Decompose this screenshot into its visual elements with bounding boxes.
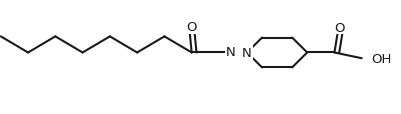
Text: N: N (226, 45, 236, 58)
Text: OH: OH (372, 52, 392, 65)
Text: N: N (242, 47, 252, 60)
Text: O: O (186, 21, 197, 34)
Text: O: O (334, 21, 345, 34)
